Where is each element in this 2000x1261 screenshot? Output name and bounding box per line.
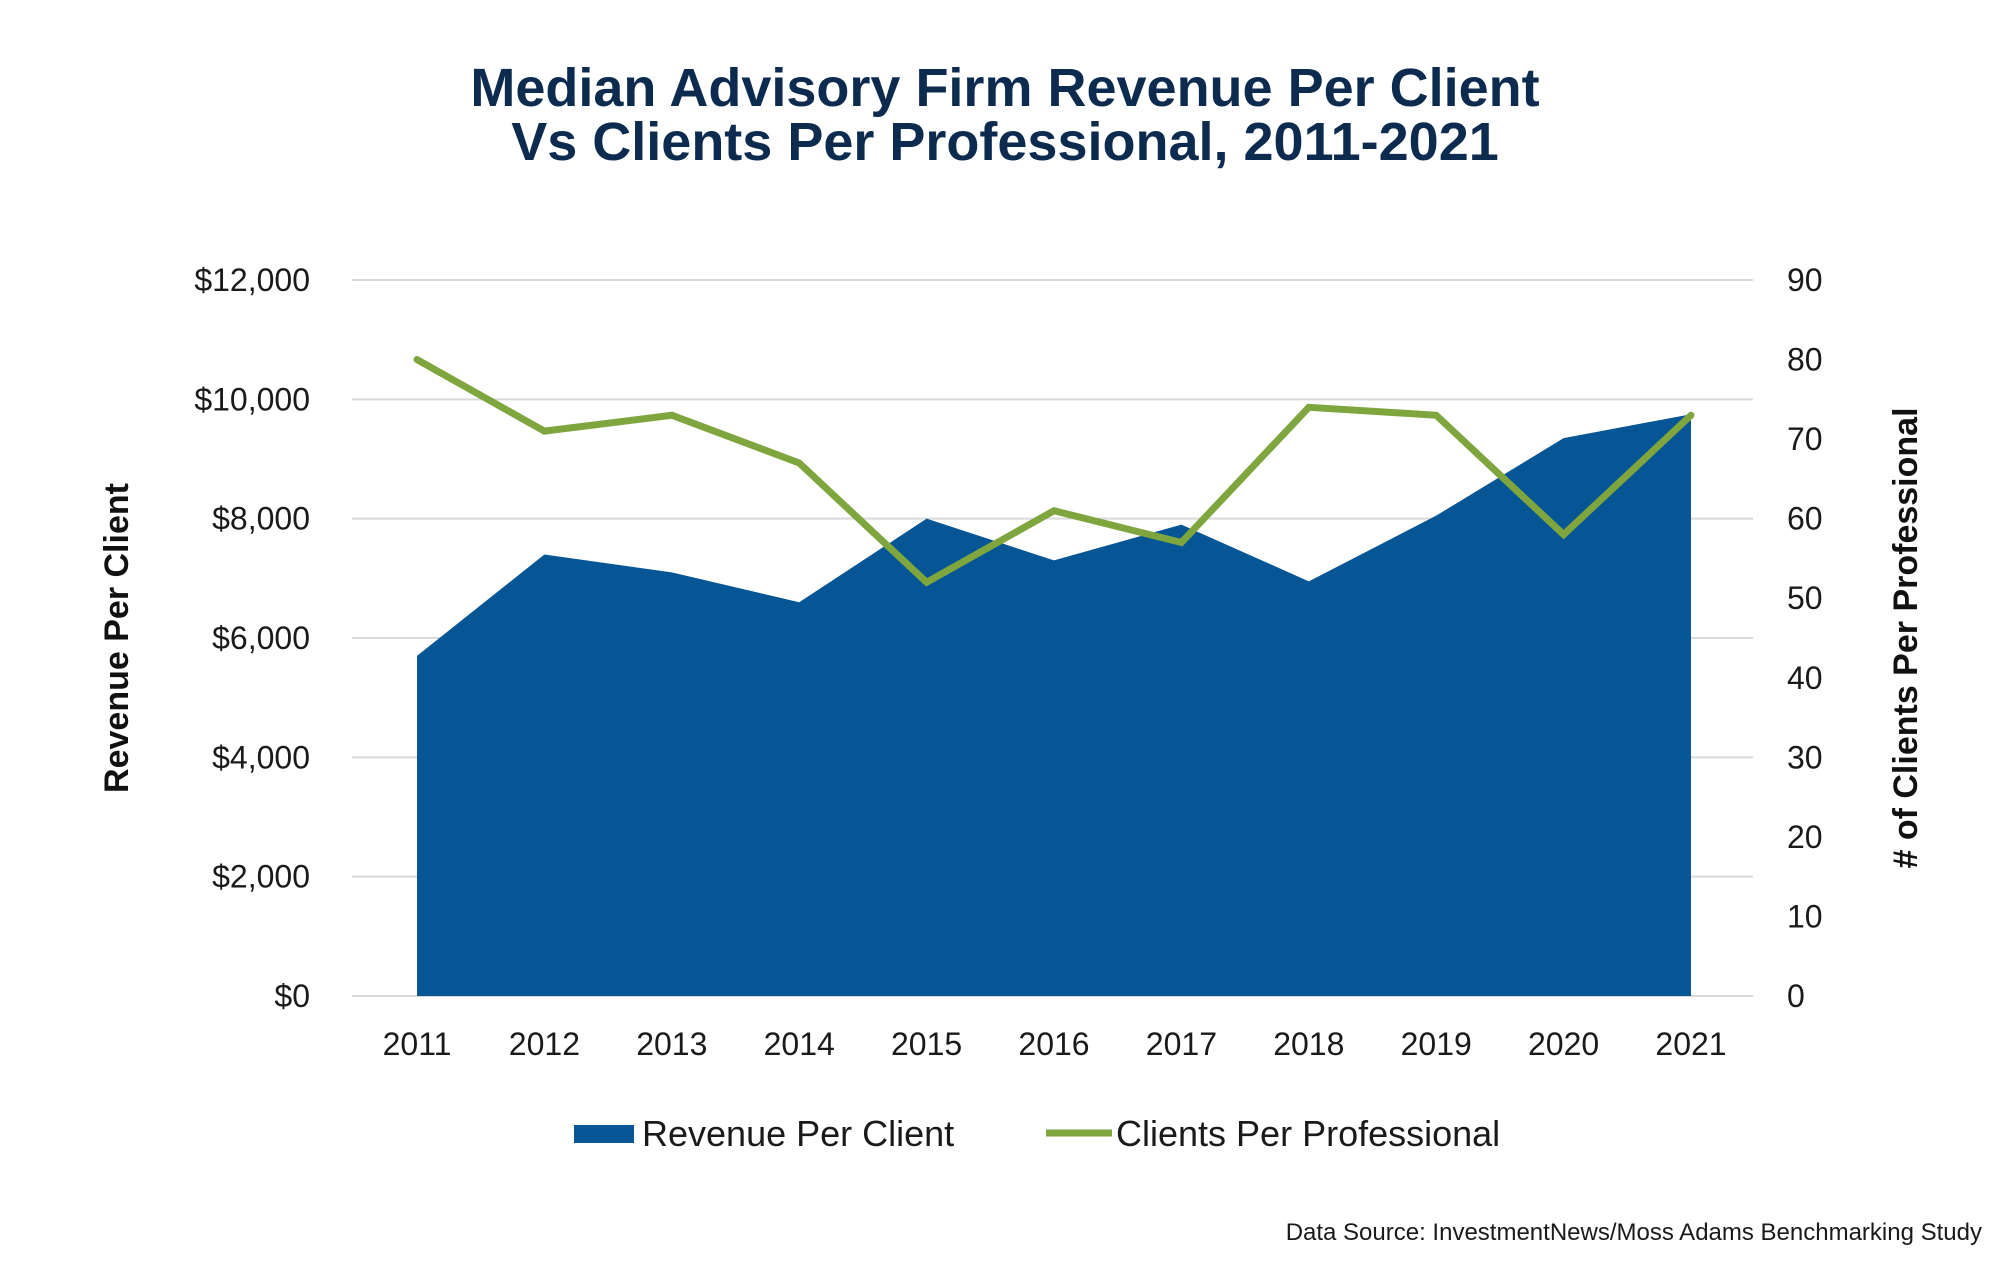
legend-label-clients: Clients Per Professional [1116,1113,1500,1154]
right-tick-label: 80 [1787,342,1823,378]
x-tick-label: 2018 [1273,1026,1344,1062]
x-tick-label: 2015 [891,1026,962,1062]
left-tick-label: $8,000 [212,501,310,537]
left-tick-label: $6,000 [212,620,310,656]
right-tick-label: 90 [1787,262,1823,298]
left-axis-ticks: $0 $2,000 $4,000 $6,000 $8,000 $10,000 $12,000 [194,262,310,1014]
x-tick-label: 2021 [1655,1026,1726,1062]
data-source: Data Source: InvestmentNews/Moss Adams B… [1286,1219,1982,1246]
legend: Revenue Per Client Clients Per Professio… [574,1113,1500,1154]
x-axis-ticks: 2011 2012 2013 2014 2015 2016 2017 2018 2019 2020… [383,1026,1727,1062]
left-tick-label: $4,000 [212,739,310,775]
revenue-area-series [417,414,1691,996]
right-tick-label: 60 [1787,501,1823,537]
left-axis-label: Revenue Per Client [98,483,136,793]
x-tick-label: 2014 [764,1026,835,1062]
left-tick-label: $12,000 [194,262,310,298]
legend-label-revenue: Revenue Per Client [642,1113,954,1154]
x-tick-label: 2011 [383,1026,452,1062]
chart-title-line2: Vs Clients Per Professional, 2011-2021 [511,112,1499,172]
right-tick-label: 10 [1787,898,1823,934]
legend-swatch-revenue [574,1125,634,1143]
x-tick-label: 2017 [1146,1026,1217,1062]
left-tick-label: $10,000 [194,381,310,417]
right-axis-ticks: 0 10 20 30 40 50 60 70 80 90 [1787,262,1823,1014]
right-tick-label: 70 [1787,421,1823,457]
x-tick-label: 2019 [1401,1026,1472,1062]
chart-title-line1: Median Advisory Firm Revenue Per Client [470,58,1539,118]
right-tick-label: 20 [1787,819,1823,855]
x-tick-label: 2020 [1528,1026,1599,1062]
right-tick-label: 40 [1787,660,1823,696]
right-axis-label: # of Clients Per Professional [1887,407,1925,868]
x-tick-label: 2012 [509,1026,580,1062]
x-tick-label: 2016 [1018,1026,1089,1062]
left-tick-label: $2,000 [212,859,310,895]
right-tick-label: 50 [1787,580,1823,616]
right-tick-label: 0 [1787,978,1805,1014]
right-tick-label: 30 [1787,739,1823,775]
left-tick-label: $0 [274,978,310,1014]
revenue-area [417,414,1691,996]
x-tick-label: 2013 [636,1026,707,1062]
